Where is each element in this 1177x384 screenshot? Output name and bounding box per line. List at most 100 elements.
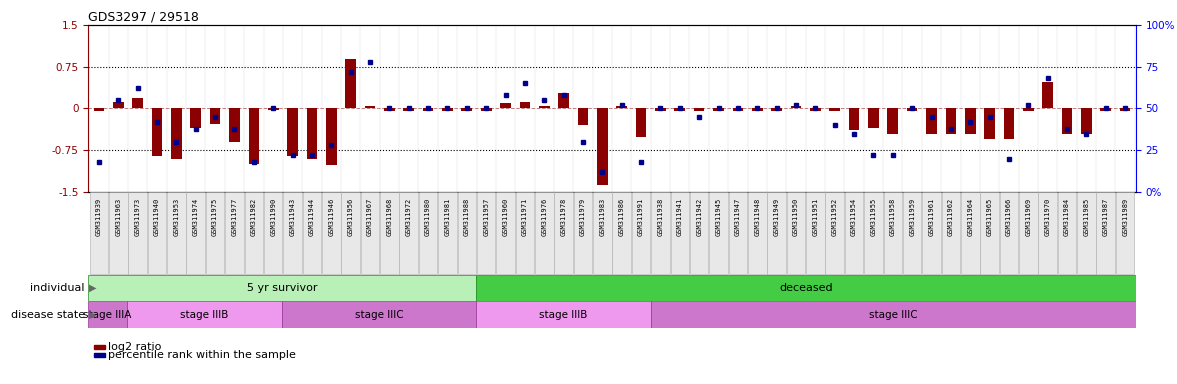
Bar xyxy=(926,109,937,134)
Text: GSM311960: GSM311960 xyxy=(503,198,508,236)
Bar xyxy=(167,192,186,274)
Text: GSM311965: GSM311965 xyxy=(986,198,992,236)
Bar xyxy=(1097,192,1115,274)
Bar xyxy=(264,192,282,274)
Bar xyxy=(127,301,282,328)
Text: GSM311951: GSM311951 xyxy=(812,198,818,236)
Bar xyxy=(729,192,747,274)
Bar xyxy=(461,109,472,111)
Text: GSM311971: GSM311971 xyxy=(521,198,528,236)
Text: log2 ratio: log2 ratio xyxy=(108,342,161,352)
Bar xyxy=(593,192,612,274)
Text: GSM311986: GSM311986 xyxy=(619,198,625,236)
Text: GSM311956: GSM311956 xyxy=(347,198,353,236)
Text: GSM311959: GSM311959 xyxy=(909,198,916,236)
Text: GSM311954: GSM311954 xyxy=(851,198,857,236)
Text: GSM311968: GSM311968 xyxy=(386,198,392,236)
Bar xyxy=(94,109,105,111)
Text: stage IIIC: stage IIIC xyxy=(869,310,918,320)
Bar xyxy=(1100,109,1111,111)
Text: GSM311950: GSM311950 xyxy=(793,198,799,236)
Bar xyxy=(225,192,244,274)
Bar xyxy=(786,192,805,274)
Text: individual: individual xyxy=(31,283,85,293)
Bar xyxy=(132,98,142,109)
Text: ▶: ▶ xyxy=(89,283,97,293)
Bar xyxy=(980,192,999,274)
Bar xyxy=(632,192,651,274)
Text: GSM311944: GSM311944 xyxy=(308,198,315,236)
Text: GSM311938: GSM311938 xyxy=(658,198,664,236)
Bar xyxy=(656,109,666,111)
Bar xyxy=(284,192,301,274)
Bar xyxy=(887,109,898,134)
Text: GSM311980: GSM311980 xyxy=(425,198,431,236)
Bar xyxy=(345,60,355,109)
Text: GSM311978: GSM311978 xyxy=(560,198,566,236)
Text: GSM311989: GSM311989 xyxy=(1122,198,1129,236)
Bar xyxy=(230,109,240,142)
Text: GSM311946: GSM311946 xyxy=(328,198,334,236)
Bar xyxy=(1119,109,1130,111)
Text: stage IIIB: stage IIIB xyxy=(539,310,587,320)
Bar xyxy=(671,192,689,274)
Bar xyxy=(554,192,573,274)
Bar xyxy=(806,192,825,274)
Text: stage IIIC: stage IIIC xyxy=(355,310,404,320)
Bar xyxy=(1023,109,1033,111)
Bar xyxy=(578,109,588,125)
Bar xyxy=(302,192,321,274)
Text: GSM311983: GSM311983 xyxy=(599,198,605,236)
Bar xyxy=(1062,109,1072,134)
Bar xyxy=(651,192,670,274)
Text: ▶: ▶ xyxy=(89,310,97,320)
Bar xyxy=(597,109,607,185)
Text: GSM311985: GSM311985 xyxy=(1084,198,1090,236)
Text: GSM311987: GSM311987 xyxy=(1103,198,1109,236)
Bar xyxy=(636,109,646,137)
Bar xyxy=(884,192,902,274)
Bar xyxy=(767,192,786,274)
Bar xyxy=(713,109,724,111)
Bar xyxy=(558,93,568,109)
Bar xyxy=(1116,192,1135,274)
Bar xyxy=(651,301,1136,328)
Text: GSM311953: GSM311953 xyxy=(173,198,179,236)
Text: GSM311947: GSM311947 xyxy=(734,198,740,236)
Bar xyxy=(612,192,631,274)
Bar xyxy=(747,192,766,274)
Bar xyxy=(825,192,844,274)
Text: GSM311955: GSM311955 xyxy=(871,198,877,236)
Text: GSM311941: GSM311941 xyxy=(677,198,683,236)
Text: GSM311969: GSM311969 xyxy=(1025,198,1031,236)
Text: deceased: deceased xyxy=(779,283,833,293)
Bar xyxy=(573,192,592,274)
Text: GSM311957: GSM311957 xyxy=(484,198,490,236)
Bar xyxy=(423,109,433,111)
Bar xyxy=(128,192,147,274)
Bar xyxy=(690,192,709,274)
Bar xyxy=(341,192,360,274)
Text: GSM311939: GSM311939 xyxy=(95,198,102,236)
Bar xyxy=(791,106,802,109)
Bar xyxy=(960,192,979,274)
Bar xyxy=(477,301,651,328)
Bar xyxy=(287,109,298,156)
Bar xyxy=(306,109,318,159)
Bar xyxy=(1077,192,1096,274)
Bar xyxy=(210,109,220,124)
Bar xyxy=(322,192,340,274)
Bar xyxy=(710,192,727,274)
Text: GSM311972: GSM311972 xyxy=(406,198,412,236)
Bar xyxy=(404,109,414,111)
Bar xyxy=(674,109,685,111)
Bar xyxy=(148,192,166,274)
Text: GSM311973: GSM311973 xyxy=(134,198,140,236)
Bar xyxy=(365,106,375,109)
Bar xyxy=(539,106,550,109)
Text: GSM311949: GSM311949 xyxy=(773,198,779,236)
Bar xyxy=(326,109,337,165)
Text: GSM311977: GSM311977 xyxy=(232,198,238,236)
Bar xyxy=(1082,109,1092,134)
Bar xyxy=(443,109,453,111)
